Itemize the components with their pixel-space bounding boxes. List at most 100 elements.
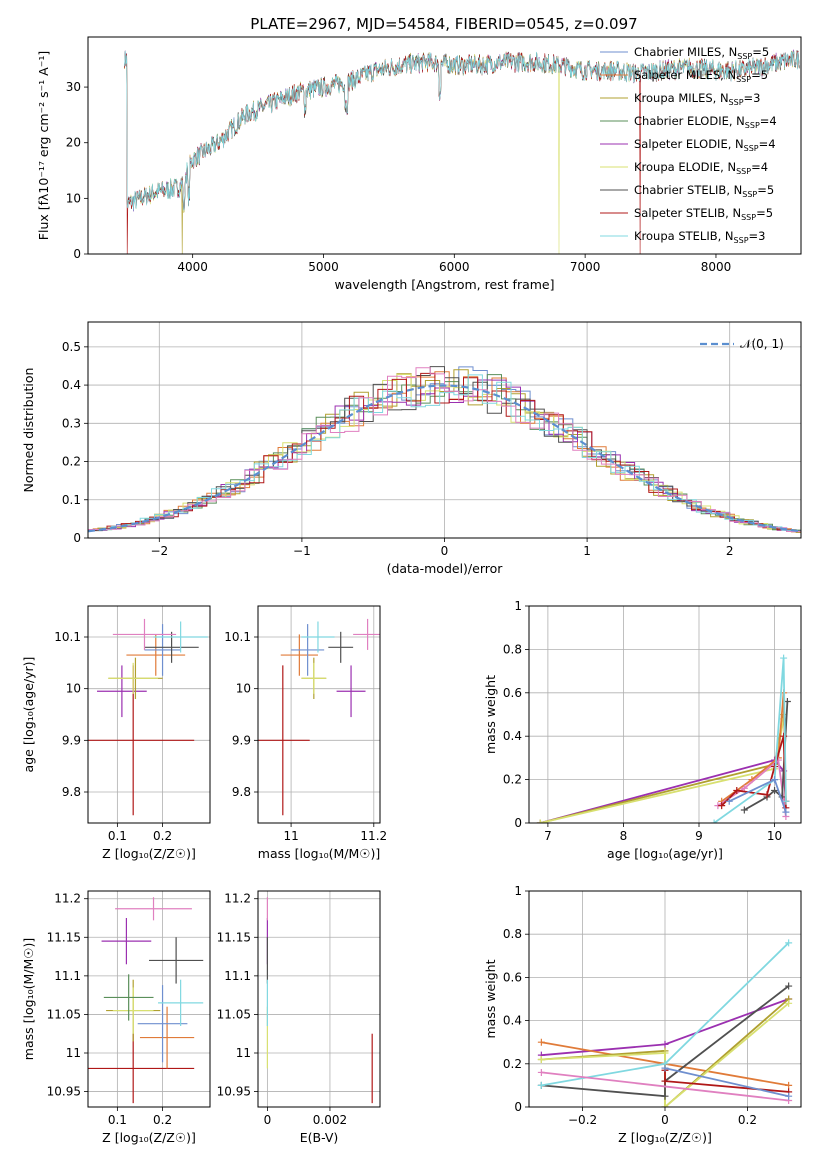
weight-marker [718,802,726,810]
x-tick-label: 0 [264,1113,272,1127]
y-tick-label: 0.6 [503,686,522,700]
y-axis-label: mass [log₁₀(M/M☉)] [21,938,36,1060]
y-tick-label: 0.1 [62,493,81,507]
weight-marker [536,819,544,823]
legend-entry: 𝒩(0, 1) [740,337,784,351]
weight-marker [785,999,793,1007]
chart-mass-vs-EBV: 0 0.002 10.95 11 11.05 11.1 11.15 11.2 E(B-V) [217,890,381,1145]
x-axis-label: E(B-V) [300,1130,339,1145]
x-tick-label: 11.2 [360,829,387,843]
y-tick-label: 0.5 [62,340,81,354]
x-tick-label: 0.2 [153,1113,172,1127]
weight-marker [733,786,741,794]
x-axis-label: (data-model)/error [387,561,504,576]
y-tick-label: 0 [514,1100,522,1114]
legend-subscript: SSP [734,236,749,245]
weight-marker [661,1049,669,1057]
legend-entry: Salpeter MILES, NSSP=5 [634,68,768,84]
plot-frame [257,605,381,824]
x-tick-label: −0.2 [568,1113,597,1127]
x-tick-label: 8000 [701,260,732,274]
y-tick-label: 0.3 [62,416,81,430]
plot-area [88,618,208,816]
errorbar-point [97,665,147,718]
errorbar-point [158,979,204,1026]
weight-marker [782,808,790,816]
y-tick-label: 11.05 [47,1007,81,1021]
y-tick-label: 20 [66,136,81,150]
weight-marker [661,1077,669,1085]
x-tick-label: 8 [620,829,628,843]
legend-suffix: =5 [752,45,769,59]
weight-marker [740,784,748,792]
y-tick-label: 11.15 [47,930,81,944]
legend-suffix: =4 [760,114,777,128]
y-axis-label: Flux [fλ10⁻¹⁷ erg cm⁻² s⁻¹ A⁻¹] [36,51,51,240]
x-tick-label: 0.2 [153,829,172,843]
y-tick-label: 11 [66,1046,81,1060]
x-tick-label: 0 [661,1113,669,1127]
x-axis-label: Z [log₁₀(Z/Z☉)] [618,1130,712,1145]
histogram-series [88,367,801,532]
x-tick-label: 7 [544,829,552,843]
legend-entry: Chabrier STELIB, NSSP=5 [634,183,774,199]
chart-age-vs-Z: 0.1 0.2 9.8 9.9 10 10.1 Z [log₁₀(Z/Z☉)] age [lo… [21,605,211,861]
errorbar-point [103,974,154,1021]
legend-subscript: SSP [744,144,759,153]
plot-area [258,618,380,816]
plot-area [88,897,204,1104]
weight-marker [763,791,771,799]
legend-entry: Kroupa MILES, NSSP=3 [634,91,760,107]
x-tick-label: 1 [583,544,591,558]
y-tick-label: 30 [66,80,81,94]
legend-subscript: SSP [737,52,752,61]
histogram-series [97,374,801,532]
chart-weight-vs-age: 7 8 9 10 0 0.2 0.4 0.6 0.8 1 age [log₁₀(age/yr)] ma… [483,599,802,861]
plot-area [124,49,800,254]
y-tick-label: 0.2 [503,1057,522,1071]
x-tick-label: −1 [293,544,311,558]
y-tick-label: 1 [514,599,522,613]
histogram-series [88,366,801,532]
x-tick-label: 4000 [177,260,208,274]
y-axis-label: mass weight [483,675,498,754]
weight-marker [785,982,793,990]
x-axis-label: mass [log₁₀(M/M☉)] [258,846,380,861]
errorbar-point [301,621,335,653]
errorbar-point [115,897,192,921]
errorbar-point [280,634,318,676]
weight-marker [771,776,779,784]
legend-subscript: SSP [745,121,760,130]
x-axis-label: Z [log₁₀(Z/Z☉)] [102,846,196,861]
legend-suffix: =5 [751,68,768,82]
legend-entry: Salpeter ELODIE, NSSP=4 [634,137,776,153]
weight-marker [782,797,790,805]
weight-marker [661,1040,669,1048]
plot-frame [528,890,802,1108]
errorbar-point [137,985,188,1063]
legend-entry: Kroupa ELODIE, NSSP=4 [634,160,768,176]
y-tick-label: 0.6 [503,970,522,984]
errorbar-point [258,665,310,816]
errorbar-point [88,1033,195,1104]
y-tick-label: 0 [514,816,522,830]
y-tick-label: 0 [73,247,81,261]
legend-suffix: =3 [744,91,761,105]
plot-frame [87,890,211,1108]
errorbar-point [301,662,327,694]
legend-entry: Chabrier MILES, NSSP=5 [634,45,769,61]
errorbar-point [108,662,159,694]
chart-age-vs-mass: 11 11.2 9.8 9.9 10 10.1 mass [log₁₀(M/M☉)] [224,605,387,861]
y-tick-label: 11.15 [217,930,251,944]
y-tick-label: 11 [236,1046,251,1060]
legend-suffix: =4 [751,160,768,174]
errorbar-point [101,918,152,965]
legend-subscript: SSP [736,75,751,84]
errorbar-point [112,987,154,1034]
errorbar-point [336,665,366,718]
weight-series [540,714,785,823]
y-tick-label: 0.4 [62,378,81,392]
chart-spectrum: 4000 5000 6000 7000 8000 0 10 20 30 wavelength [A… [36,36,802,292]
x-axis-label: wavelength [Angstrom, rest frame] [334,277,554,292]
weight-marker [661,1064,669,1072]
